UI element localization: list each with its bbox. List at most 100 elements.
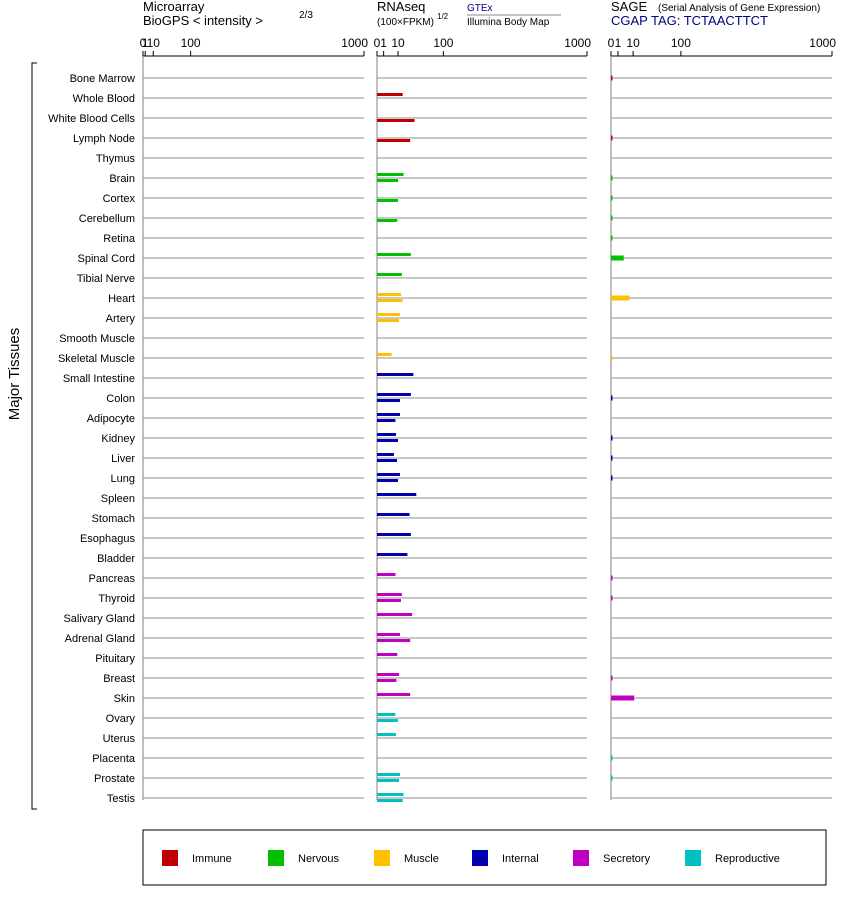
gtex-bar [377,173,404,176]
tissue-label: Uterus [103,733,136,745]
gtex-bar [377,633,400,636]
rnaseq-tick-label: 1000 [564,36,591,50]
rnaseq-header: RNAseq (100×FPKM) 1/2 GTEx Illumina Body… [377,0,561,28]
gtex-bar [377,293,401,296]
sage-tick-label: 1 [615,36,622,50]
rnaseq-tick-label: 100 [433,36,453,50]
tissue-label: Kidney [101,433,135,445]
microarray-tick-label: 10 [147,36,161,50]
tissue-label: White Blood Cells [48,113,135,125]
legend-swatch-reproductive [685,850,701,866]
rnaseq-legend-gtex: GTEx [467,3,493,14]
rnaseq-legend-ibm: Illumina Body Map [467,17,550,28]
legend-swatch-immune [162,850,178,866]
sage-bar [611,475,613,481]
ibm-bar [377,399,400,402]
legend-swatch-secretory [573,850,589,866]
legend-label-muscle: Muscle [404,853,439,865]
sage-bar [611,395,613,401]
sage-tick-label: 0 [608,36,615,50]
gtex-bar [377,493,417,496]
ibm-bar [377,439,398,442]
gtex-bar [377,573,396,576]
tissue-label: Pancreas [89,573,136,585]
sage-bar [611,215,613,221]
tissue-label: Placenta [92,753,136,765]
sage-bar [611,755,613,761]
tissue-label: Bladder [97,553,135,565]
microarray-tick-label: 1 [142,36,149,50]
tissue-label: Breast [103,673,135,685]
tissue-label: Prostate [94,773,135,785]
ibm-bar [377,139,411,142]
tissue-label: Bone Marrow [70,73,135,85]
gtex-bar [377,613,413,616]
legend: Immune Nervous Muscle Internal Secretory Repr… [162,850,780,866]
legend-box [142,829,827,886]
tissue-label: Brain [109,173,135,185]
sage-panel: 0 1 10 100 1000 [608,36,836,800]
tissue-label: Artery [106,313,136,325]
rnaseq-tick-label: 1 [380,36,387,50]
legend-label-secretory: Secretory [603,853,651,865]
gtex-bar [377,433,397,436]
tissue-label: Colon [106,393,135,405]
tissue-label: Spleen [101,493,135,505]
tissue-label: Skin [114,693,135,705]
sage-tick-label: 100 [671,36,691,50]
ibm-bar [377,319,400,322]
legend-label-reproductive: Reproductive [715,853,780,865]
legend-label-nervous: Nervous [298,853,339,865]
gtex-bar [377,393,411,396]
sage-bar [611,135,613,141]
tissue-label: Retina [103,233,136,245]
gtex-bar [377,373,414,376]
ibm-bar [377,679,397,682]
tissue-label: Spinal Cord [78,253,135,265]
tissue-label: Thyroid [98,593,135,605]
gtex-bar [377,593,402,596]
y-axis-title: Major Tissues [6,328,23,421]
tissue-label: Whole Blood [73,93,135,105]
sage-bar [611,775,613,781]
tissue-label: Cerebellum [79,213,135,225]
sage-bar [611,695,635,701]
legend-label-internal: Internal [502,853,539,865]
tissue-label: Testis [107,793,136,805]
microarray-title: Microarray [143,0,205,14]
tissue-label: Tibial Nerve [77,273,135,285]
gtex-bar [377,533,411,536]
legend-label-immune: Immune [192,853,232,865]
gtex-bar [377,453,394,456]
gtex-bar [377,273,402,276]
sage-tag-label: CGAP TAG: TCTAACTTCT [611,13,768,28]
gtex-bar [377,653,398,656]
legend-swatch-muscle [374,850,390,866]
sage-bar [611,195,613,201]
sage-bar [611,255,624,261]
ibm-bar [377,639,411,642]
gtex-bar [377,673,400,676]
sage-subtitle: (Serial Analysis of Gene Expression) [658,3,820,14]
legend-swatch-internal [472,850,488,866]
rnaseq-tick-label: 10 [391,36,405,50]
ibm-bar [377,779,400,782]
gtex-bar [377,553,408,556]
tissue-label: Lymph Node [73,133,135,145]
ibm-bar [377,799,403,802]
ibm-bar [377,599,401,602]
rnaseq-title: RNAseq [377,0,425,14]
microarray-exponent: 2/3 [299,10,313,21]
tissue-label: Adipocyte [87,413,135,425]
tissue-label: Adrenal Gland [65,633,135,645]
tissue-label: Skeletal Muscle [58,353,135,365]
gtex-bar [377,413,400,416]
rnaseq-exponent: 1/2 [437,12,449,21]
sage-bar [611,455,613,461]
tissue-label: Heart [108,293,135,305]
sage-bar [611,595,613,601]
ibm-bar [377,719,398,722]
